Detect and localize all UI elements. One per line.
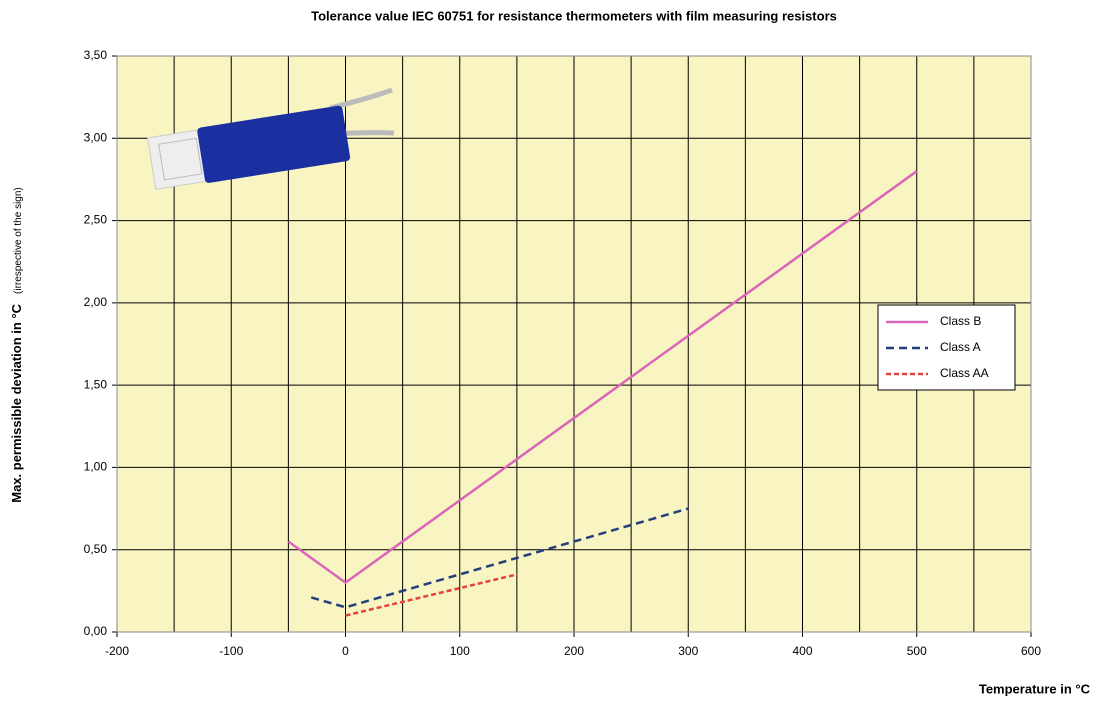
x-tick-label: 300: [678, 644, 698, 658]
y-tick-label: 0,50: [84, 542, 108, 556]
y-axis-label: Max. permissible deviation in °C (irrespe…: [9, 187, 24, 503]
y-tick-label: 2,00: [84, 295, 108, 309]
y-tick-label: 0,00: [84, 624, 108, 638]
series-line: [345, 573, 518, 617]
x-tick-label: 200: [564, 644, 584, 658]
x-axis-label: Temperature in °C: [979, 681, 1091, 696]
series-line: [310, 507, 689, 609]
legend: Class B Class A Class AA: [877, 304, 1016, 391]
x-tick-label: -100: [219, 644, 243, 658]
y-tick-label: 3,50: [84, 48, 108, 62]
y-label-note: (irrespective of the sign): [13, 187, 24, 294]
x-tick-label: 600: [1021, 644, 1041, 658]
x-tick-label: 400: [792, 644, 812, 658]
x-tick-label: -200: [105, 644, 129, 658]
y-tick-label: 2,50: [84, 213, 108, 227]
legend-label: Class A: [940, 340, 981, 354]
legend-label: Class AA: [940, 366, 989, 380]
sensor-photo: [147, 87, 395, 190]
y-tick-label: 3,00: [84, 130, 108, 144]
x-tick-label: 500: [907, 644, 927, 658]
x-tick-label: 0: [342, 644, 349, 658]
plot-border: [116, 55, 1032, 633]
chart-title: Tolerance value IEC 60751 for resistance…: [311, 8, 837, 23]
y-tick-label: 1,50: [84, 377, 108, 391]
y-tick-label: 1,00: [84, 460, 108, 474]
series-line: [287, 170, 918, 585]
x-tick-label: 100: [450, 644, 470, 658]
y-label-main: Max. permissible deviation in °C: [9, 303, 24, 502]
legend-label: Class B: [940, 314, 981, 328]
